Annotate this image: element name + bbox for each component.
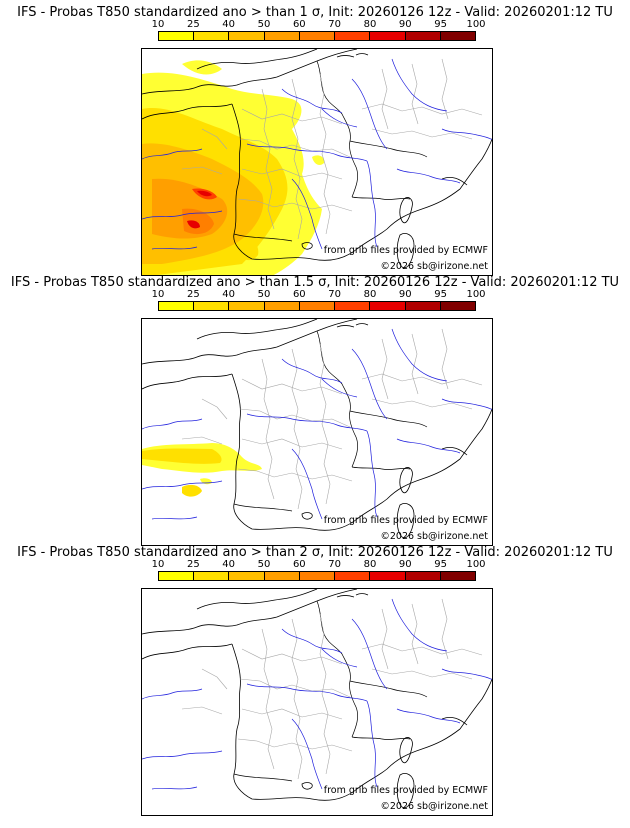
scale-swatch bbox=[335, 572, 371, 580]
map-svg bbox=[142, 589, 492, 809]
colorscale-bar bbox=[158, 571, 476, 581]
map-svg bbox=[142, 49, 492, 275]
scale-swatch bbox=[299, 302, 336, 310]
scale-label: 25 bbox=[186, 559, 200, 570]
scale-label: 40 bbox=[222, 19, 236, 30]
copyright-credit: ©2026 sb@irizone.net bbox=[380, 261, 488, 272]
source-credit: from grib files provided by ECMWF bbox=[323, 515, 488, 526]
scale-label: 80 bbox=[363, 559, 377, 570]
colorscale-labels: 10 25 40 50 60 70 80 90 95 100 bbox=[152, 289, 486, 300]
scale-swatch bbox=[194, 572, 230, 580]
scale-swatch bbox=[229, 32, 265, 40]
scale-label: 90 bbox=[398, 289, 412, 300]
scale-label: 10 bbox=[151, 19, 165, 30]
scale-label: 100 bbox=[466, 289, 486, 300]
scale-swatch bbox=[159, 32, 195, 40]
scale-label: 50 bbox=[257, 19, 271, 30]
scale-swatch bbox=[405, 572, 441, 580]
scale-label: 80 bbox=[363, 289, 377, 300]
scale-label: 50 bbox=[257, 559, 271, 570]
scale-label: 80 bbox=[363, 19, 377, 30]
panel-title: IFS - Probas T850 standardized ano > tha… bbox=[17, 5, 613, 20]
scale-swatch bbox=[440, 572, 475, 580]
scale-label: 10 bbox=[151, 289, 165, 300]
source-credit: from grib files provided by ECMWF bbox=[323, 245, 488, 256]
map-svg bbox=[142, 319, 492, 539]
colorscale-bar bbox=[158, 31, 476, 41]
basemap bbox=[142, 589, 492, 809]
scale-swatch bbox=[264, 572, 300, 580]
scale-label: 95 bbox=[434, 19, 447, 30]
copyright-credit: ©2026 sb@irizone.net bbox=[380, 801, 488, 812]
scale-label: 60 bbox=[292, 289, 306, 300]
scale-swatch bbox=[194, 302, 230, 310]
scale-label: 40 bbox=[222, 559, 236, 570]
scale-swatch bbox=[405, 32, 441, 40]
scale-label: 70 bbox=[328, 289, 342, 300]
probability-shading bbox=[142, 443, 262, 497]
scale-label: 100 bbox=[466, 559, 486, 570]
scale-swatch bbox=[335, 32, 371, 40]
scale-label: 60 bbox=[292, 19, 306, 30]
panel-title: IFS - Probas T850 standardized ano > tha… bbox=[10, 275, 620, 290]
colorscale-labels: 10 25 40 50 60 70 80 90 95 100 bbox=[152, 19, 486, 30]
scale-label: 95 bbox=[434, 559, 447, 570]
scale-label: 90 bbox=[398, 559, 412, 570]
scale-swatch bbox=[264, 32, 300, 40]
scale-label: 25 bbox=[186, 289, 200, 300]
scale-swatch bbox=[405, 302, 441, 310]
scale-swatch bbox=[264, 302, 300, 310]
scale-swatch bbox=[299, 32, 336, 40]
scale-swatch bbox=[299, 572, 336, 580]
scale-label: 70 bbox=[328, 559, 342, 570]
scale-swatch bbox=[229, 572, 265, 580]
colorscale-bar bbox=[158, 301, 476, 311]
scale-label: 50 bbox=[257, 289, 271, 300]
copyright-credit: ©2026 sb@irizone.net bbox=[380, 531, 488, 542]
scale-label: 100 bbox=[466, 19, 486, 30]
scale-swatch bbox=[194, 32, 230, 40]
probability-map: from grib files provided by ECMWF ©2026 … bbox=[141, 318, 493, 546]
source-credit: from grib files provided by ECMWF bbox=[323, 785, 488, 796]
scale-label: 40 bbox=[222, 289, 236, 300]
probability-shading bbox=[142, 60, 325, 275]
scale-label: 25 bbox=[186, 19, 200, 30]
scale-swatch bbox=[440, 302, 475, 310]
probability-map: from grib files provided by ECMWF ©2026 … bbox=[141, 48, 493, 276]
panel-title: IFS - Probas T850 standardized ano > tha… bbox=[17, 545, 613, 560]
scale-label: 10 bbox=[151, 559, 165, 570]
scale-label: 95 bbox=[434, 289, 447, 300]
scale-swatch bbox=[370, 32, 406, 40]
basemap bbox=[142, 319, 492, 539]
colorscale-labels: 10 25 40 50 60 70 80 90 95 100 bbox=[152, 559, 486, 570]
panel-2: IFS - Probas T850 standardized ano > tha… bbox=[0, 270, 630, 546]
scale-swatch bbox=[229, 302, 265, 310]
scale-swatch bbox=[335, 302, 371, 310]
scale-swatch bbox=[370, 572, 406, 580]
scale-swatch bbox=[440, 32, 475, 40]
scale-swatch bbox=[159, 572, 195, 580]
scale-label: 60 bbox=[292, 559, 306, 570]
probability-map: from grib files provided by ECMWF ©2026 … bbox=[141, 588, 493, 816]
scale-swatch bbox=[370, 302, 406, 310]
scale-label: 90 bbox=[398, 19, 412, 30]
panel-3: IFS - Probas T850 standardized ano > tha… bbox=[0, 540, 630, 816]
scale-label: 70 bbox=[328, 19, 342, 30]
scale-swatch bbox=[159, 302, 195, 310]
panel-1: IFS - Probas T850 standardized ano > tha… bbox=[0, 0, 630, 276]
